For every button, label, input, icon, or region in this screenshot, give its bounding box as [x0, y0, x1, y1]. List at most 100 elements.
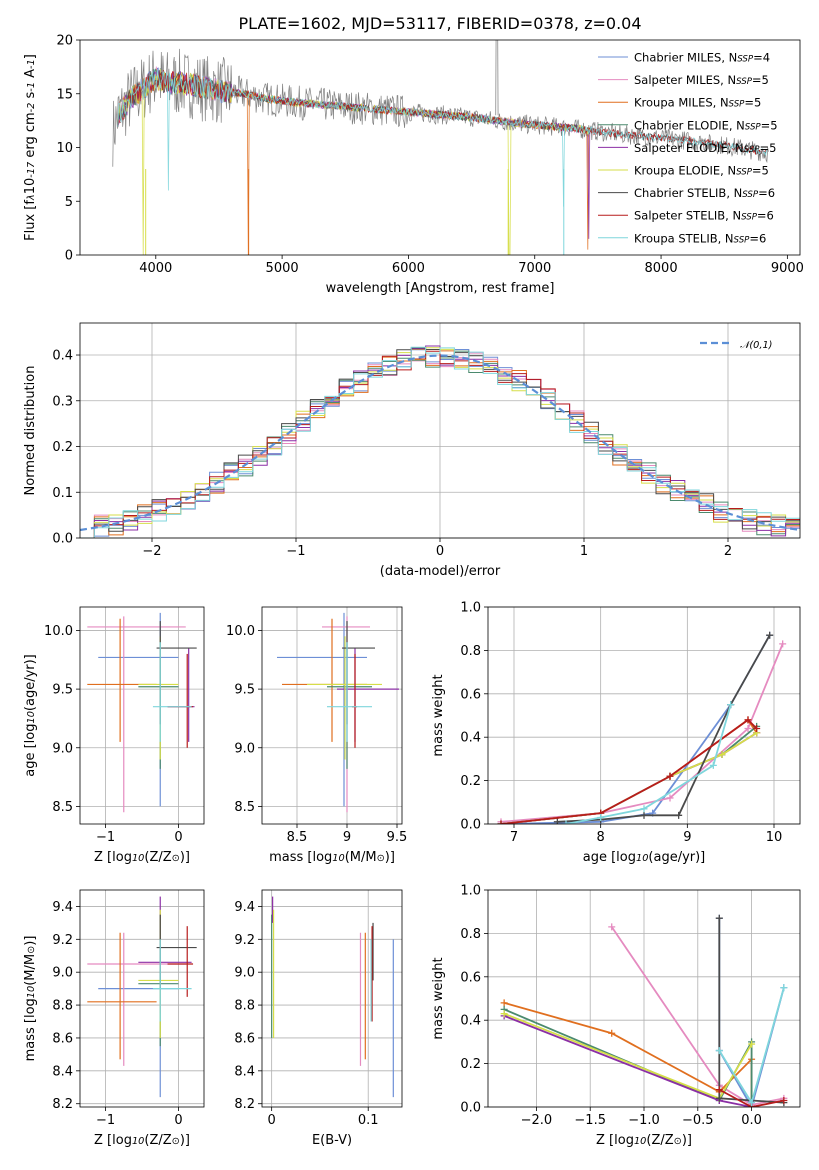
text-span: Chabrier ELODIE, N: [634, 118, 745, 132]
data-point: [715, 1047, 723, 1055]
x-axis-label: (data-model)/error: [380, 564, 501, 579]
text-span: =5: [761, 118, 778, 132]
text-span: =4: [753, 51, 770, 65]
y-tick-label: 8.2: [52, 1097, 73, 1112]
text-span: -1: [26, 59, 37, 69]
x-tick-label: 9: [343, 830, 351, 845]
model-spectrum-2: [117, 69, 590, 255]
x-tick-label: −1: [96, 1113, 115, 1128]
text-span: =5: [752, 73, 769, 87]
y-tick-label: 0.3: [52, 394, 73, 409]
plot-area: [497, 631, 787, 824]
data-point: [562, 820, 570, 824]
text-span: Flux [f: [23, 200, 38, 241]
x-tick-label: −1.5: [574, 1113, 606, 1128]
y-axis-label: mass weight: [431, 674, 446, 756]
text-span: =5: [752, 164, 769, 178]
y-tick-label: 8.6: [52, 1031, 73, 1046]
y-tick-label: 0.8: [460, 644, 481, 659]
y-tick-label: 0.0: [52, 532, 73, 547]
y-tick-label: 0.4: [460, 1014, 481, 1029]
data-point: [675, 811, 683, 819]
data-point: [597, 813, 605, 821]
panel-0: 4000 5000 6000 7000 8000 9000 0 5 10 15 20 waveleng…: [23, 34, 804, 297]
axes-frame: [487, 889, 801, 1108]
text-span: (Z/Z: [646, 1133, 673, 1148]
x-tick-label: 8000: [645, 261, 678, 276]
y-tick-label: 8.4: [52, 1064, 73, 1079]
text-span: Chabrier STELIB, N: [634, 186, 742, 200]
y-tick-label: 0.4: [52, 349, 73, 364]
text-span: ⊙: [674, 1136, 682, 1147]
plot-area: [87, 896, 197, 1098]
x-tick-label: 0.1: [358, 1113, 379, 1128]
text-span: )]: [180, 1133, 190, 1148]
x-tick-label: −2.0: [521, 1113, 553, 1128]
text-span: SSP: [745, 122, 762, 132]
text-span: Z [log: [94, 850, 132, 865]
y-axis-label: mass weight: [431, 957, 446, 1039]
text-span: ⊙: [172, 1136, 180, 1147]
data-point: [748, 1040, 756, 1048]
text-span: =5: [744, 96, 761, 110]
y-tick-label: 9.5: [234, 683, 255, 698]
text-span: Kroupa MILES, N: [634, 96, 729, 110]
x-tick-label: −1: [286, 544, 305, 559]
y-axis-label: Flux [fλ10-17 erg cm-2 s-1 A-1]: [23, 54, 38, 241]
text-span: (data-model)/error: [380, 564, 501, 579]
x-tick-label: 9: [683, 830, 691, 845]
text-span: ]: [23, 54, 38, 59]
text-span: 10: [636, 853, 648, 864]
x-tick-label: 2: [724, 544, 732, 559]
model-spectrum-4: [117, 67, 591, 239]
y-tick-label: 8.5: [234, 800, 255, 815]
y-tick-label: 1.0: [460, 884, 481, 899]
y-tick-label: 8.6: [234, 1031, 255, 1046]
text-span: )]: [682, 1133, 692, 1148]
x-tick-label: 0: [268, 1113, 276, 1128]
y-tick-label: 0.2: [460, 1057, 481, 1072]
panel-3: 8.5 9 9.5 8.5 9.0 9.5 10.0 mass [log10(M/M⊙)]: [226, 606, 407, 865]
legend-entry: Kroupa ELODIE, NSSP=5: [634, 164, 769, 178]
text-span: -2: [26, 103, 37, 113]
data-point: [640, 811, 648, 819]
data-point: [748, 1099, 756, 1107]
panel-5: −1 08.28.48.68.89.09.29.4Z [log10(Z/Z⊙)]m…: [23, 889, 205, 1148]
legend-entry: Chabrier ELODIE, NSSP=5: [634, 118, 778, 132]
y-tick-label: 10.0: [44, 624, 73, 639]
data-point: [640, 805, 648, 813]
text-span: s: [23, 91, 38, 102]
text-span: SSP: [744, 145, 761, 155]
text-span: mass [log: [269, 850, 332, 865]
text-span: mass weight: [431, 957, 446, 1039]
y-tick-label: 9.0: [234, 966, 255, 981]
plot-area: [271, 896, 394, 1098]
text-span: ⊙: [172, 853, 180, 864]
y-tick-label: 9.2: [52, 933, 73, 948]
text-span: -17: [26, 161, 37, 178]
panel-1: −2 −1 0 1 2 0.0 0.1 0.2 0.3 0.4 (data-model)/error…: [23, 322, 801, 579]
data-point: [718, 751, 726, 759]
x-tick-label: 0: [174, 1113, 182, 1128]
data-point: [709, 761, 717, 769]
text-span: Salpeter ELODIE, N: [634, 141, 744, 155]
text-span: -1: [26, 82, 37, 92]
x-tick-label: 4000: [139, 261, 172, 276]
data-point: [727, 701, 735, 709]
text-span: Z [log: [94, 1133, 132, 1148]
mass-weight-series-1: [500, 643, 784, 823]
text-span: (M/M: [23, 954, 38, 986]
text-span: (M/M: [345, 850, 377, 865]
axes-frame: [487, 606, 801, 825]
text-span: 10: [132, 1136, 144, 1147]
data-point: [744, 716, 752, 724]
normal-curve: [80, 354, 800, 532]
y-tick-label: 1.0: [460, 601, 481, 616]
x-tick-label: 6000: [392, 261, 425, 276]
mass-weight-series-7: [500, 718, 758, 824]
text-span: )]: [385, 850, 395, 865]
text-span: (age/yr)]: [648, 850, 705, 865]
text-span: =6: [749, 231, 766, 245]
mass-weight-series-8: [565, 704, 732, 824]
